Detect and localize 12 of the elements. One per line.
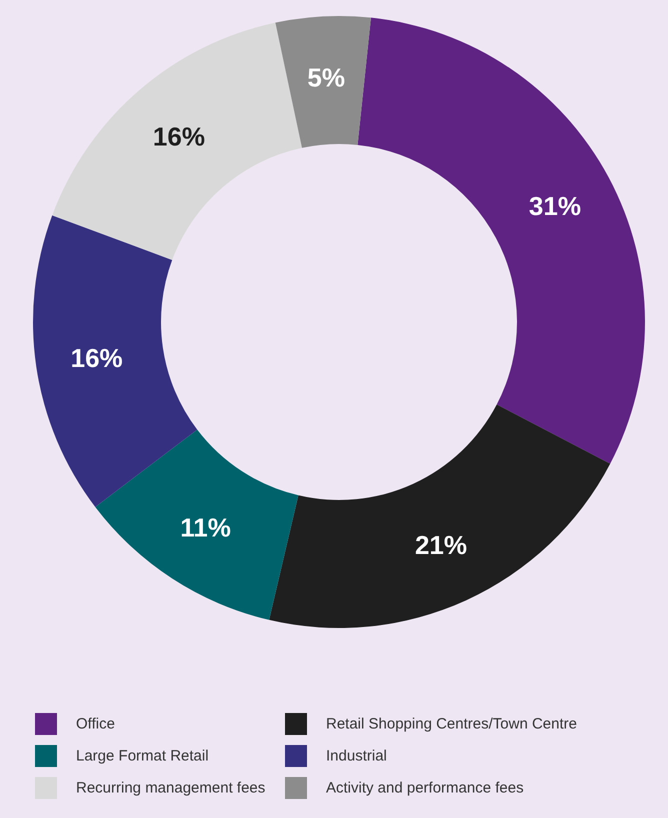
- legend-label: Recurring management fees: [76, 780, 266, 796]
- data-label: 5%: [307, 62, 345, 92]
- legend-label: Retail Shopping Centres/Town Centre: [326, 716, 577, 732]
- data-label: 16%: [152, 122, 205, 152]
- data-label: 16%: [70, 342, 123, 373]
- data-label: 11%: [180, 512, 231, 542]
- legend-label: Activity and performance fees: [326, 780, 524, 796]
- legend-label: Office: [76, 716, 115, 732]
- data-label: 31%: [528, 191, 581, 222]
- data-label: 21%: [414, 530, 468, 560]
- legend-label: Large Format Retail: [76, 748, 209, 764]
- legend-label: Industrial: [326, 748, 387, 764]
